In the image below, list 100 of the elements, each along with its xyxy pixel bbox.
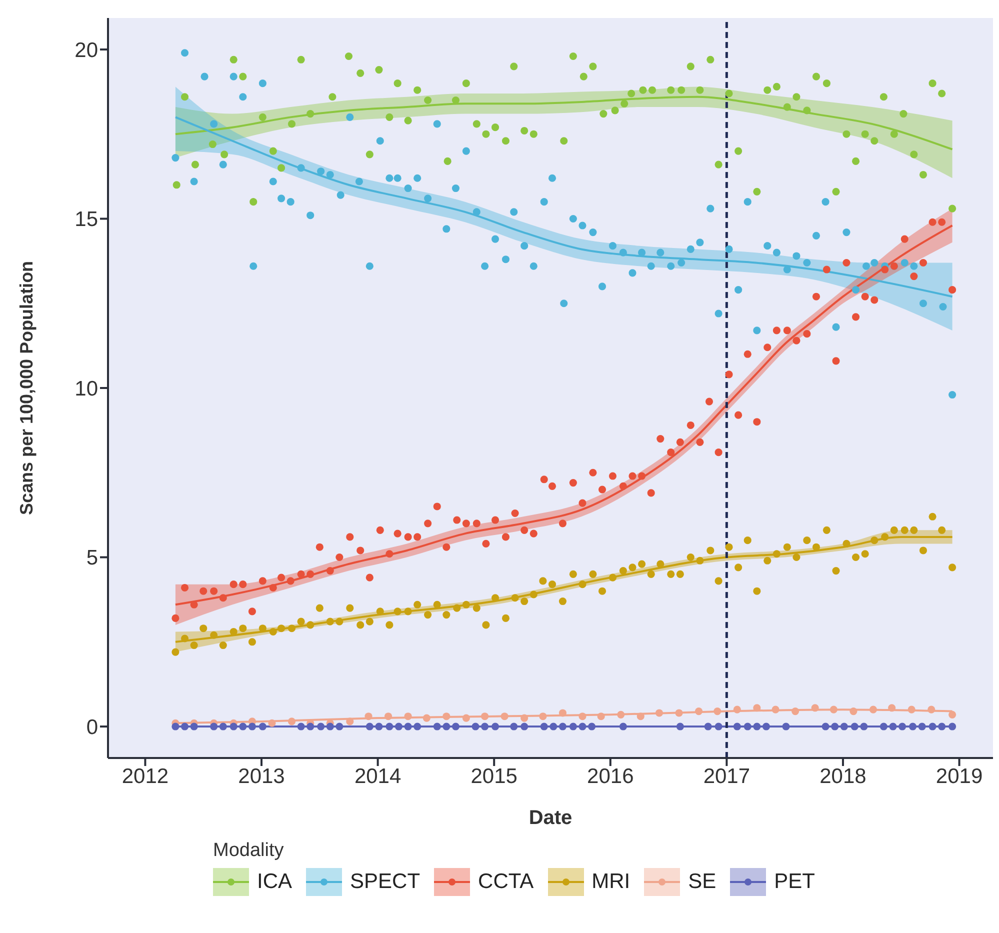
point: [772, 706, 780, 714]
point: [288, 718, 296, 726]
point: [472, 722, 480, 730]
x-tick-label: 2012: [122, 764, 169, 788]
y-tick-label: 15: [74, 208, 98, 232]
point: [558, 722, 566, 730]
point: [180, 722, 189, 730]
point: [782, 722, 790, 730]
point: [714, 722, 722, 730]
point: [753, 704, 761, 712]
legend-label: CCTA: [478, 870, 534, 894]
x-tick-label: 2015: [470, 764, 518, 788]
point: [248, 722, 256, 730]
point: [462, 714, 470, 722]
point: [918, 722, 926, 730]
point: [619, 722, 627, 730]
line-series: [174, 116, 954, 298]
point: [840, 722, 848, 730]
point: [326, 722, 334, 730]
point: [442, 712, 450, 720]
point: [520, 722, 528, 730]
point: [384, 712, 392, 720]
point: [386, 722, 394, 730]
point: [676, 722, 684, 730]
y-tick-label: 10: [74, 377, 98, 400]
point: [366, 722, 374, 730]
point: [588, 722, 596, 730]
point: [811, 704, 819, 712]
point: [733, 706, 741, 714]
x-tick-label: 2018: [820, 764, 866, 788]
x-tick-label: 2014: [354, 764, 402, 788]
point: [258, 722, 266, 730]
point: [850, 722, 858, 730]
x-axis-title: Date: [528, 807, 572, 829]
point: [558, 709, 566, 717]
point: [336, 722, 344, 730]
point: [938, 722, 946, 730]
point: [850, 708, 858, 716]
point: [520, 714, 528, 722]
point: [550, 722, 558, 730]
legend-label: ICA: [257, 870, 292, 894]
point: [792, 708, 800, 716]
point: [268, 719, 276, 727]
legend-label: SPECT: [350, 870, 420, 894]
x-tick-label: 2016: [587, 764, 634, 788]
point: [830, 706, 838, 714]
point: [675, 709, 683, 717]
point: [500, 712, 508, 720]
point: [317, 722, 325, 730]
point: [822, 722, 830, 730]
point: [889, 722, 897, 730]
x-tick-label: 2013: [238, 764, 285, 788]
point: [928, 706, 936, 714]
legend-label: PET: [774, 870, 815, 894]
y-tick-label: 5: [86, 546, 98, 570]
point: [297, 722, 305, 730]
point: [860, 722, 868, 730]
point: [753, 722, 761, 730]
point: [404, 722, 412, 730]
point: [578, 712, 586, 720]
point: [694, 708, 703, 716]
point: [888, 704, 896, 712]
point: [714, 708, 722, 716]
point: [578, 722, 586, 730]
point: [948, 722, 956, 730]
point: [375, 722, 383, 730]
point: [219, 722, 227, 730]
point: [569, 722, 577, 730]
point: [880, 722, 888, 730]
point: [539, 712, 547, 720]
point: [491, 722, 500, 730]
x-tick-label: 2017: [703, 764, 750, 788]
point: [617, 710, 625, 718]
point: [762, 722, 770, 730]
x-tick-label: 2019: [936, 764, 983, 788]
point: [230, 722, 238, 730]
point: [414, 722, 422, 730]
point: [481, 712, 489, 720]
point: [442, 722, 450, 730]
point: [704, 722, 712, 730]
point: [306, 722, 314, 730]
legend-label: SE: [688, 870, 716, 894]
point: [452, 722, 460, 730]
point: [655, 709, 664, 717]
point: [190, 722, 198, 730]
point: [733, 722, 741, 730]
point: [433, 722, 441, 730]
point: [394, 722, 403, 730]
point: [422, 714, 430, 722]
y-tick-label: 20: [74, 38, 98, 62]
point: [481, 722, 489, 730]
legend-label: MRI: [592, 870, 630, 894]
point: [948, 710, 956, 718]
point: [346, 718, 354, 726]
point: [404, 712, 412, 720]
point: [908, 706, 916, 714]
y-tick-label: 0: [86, 716, 98, 739]
point: [210, 722, 218, 730]
legend-title: Modality: [213, 840, 285, 862]
point: [172, 722, 180, 730]
